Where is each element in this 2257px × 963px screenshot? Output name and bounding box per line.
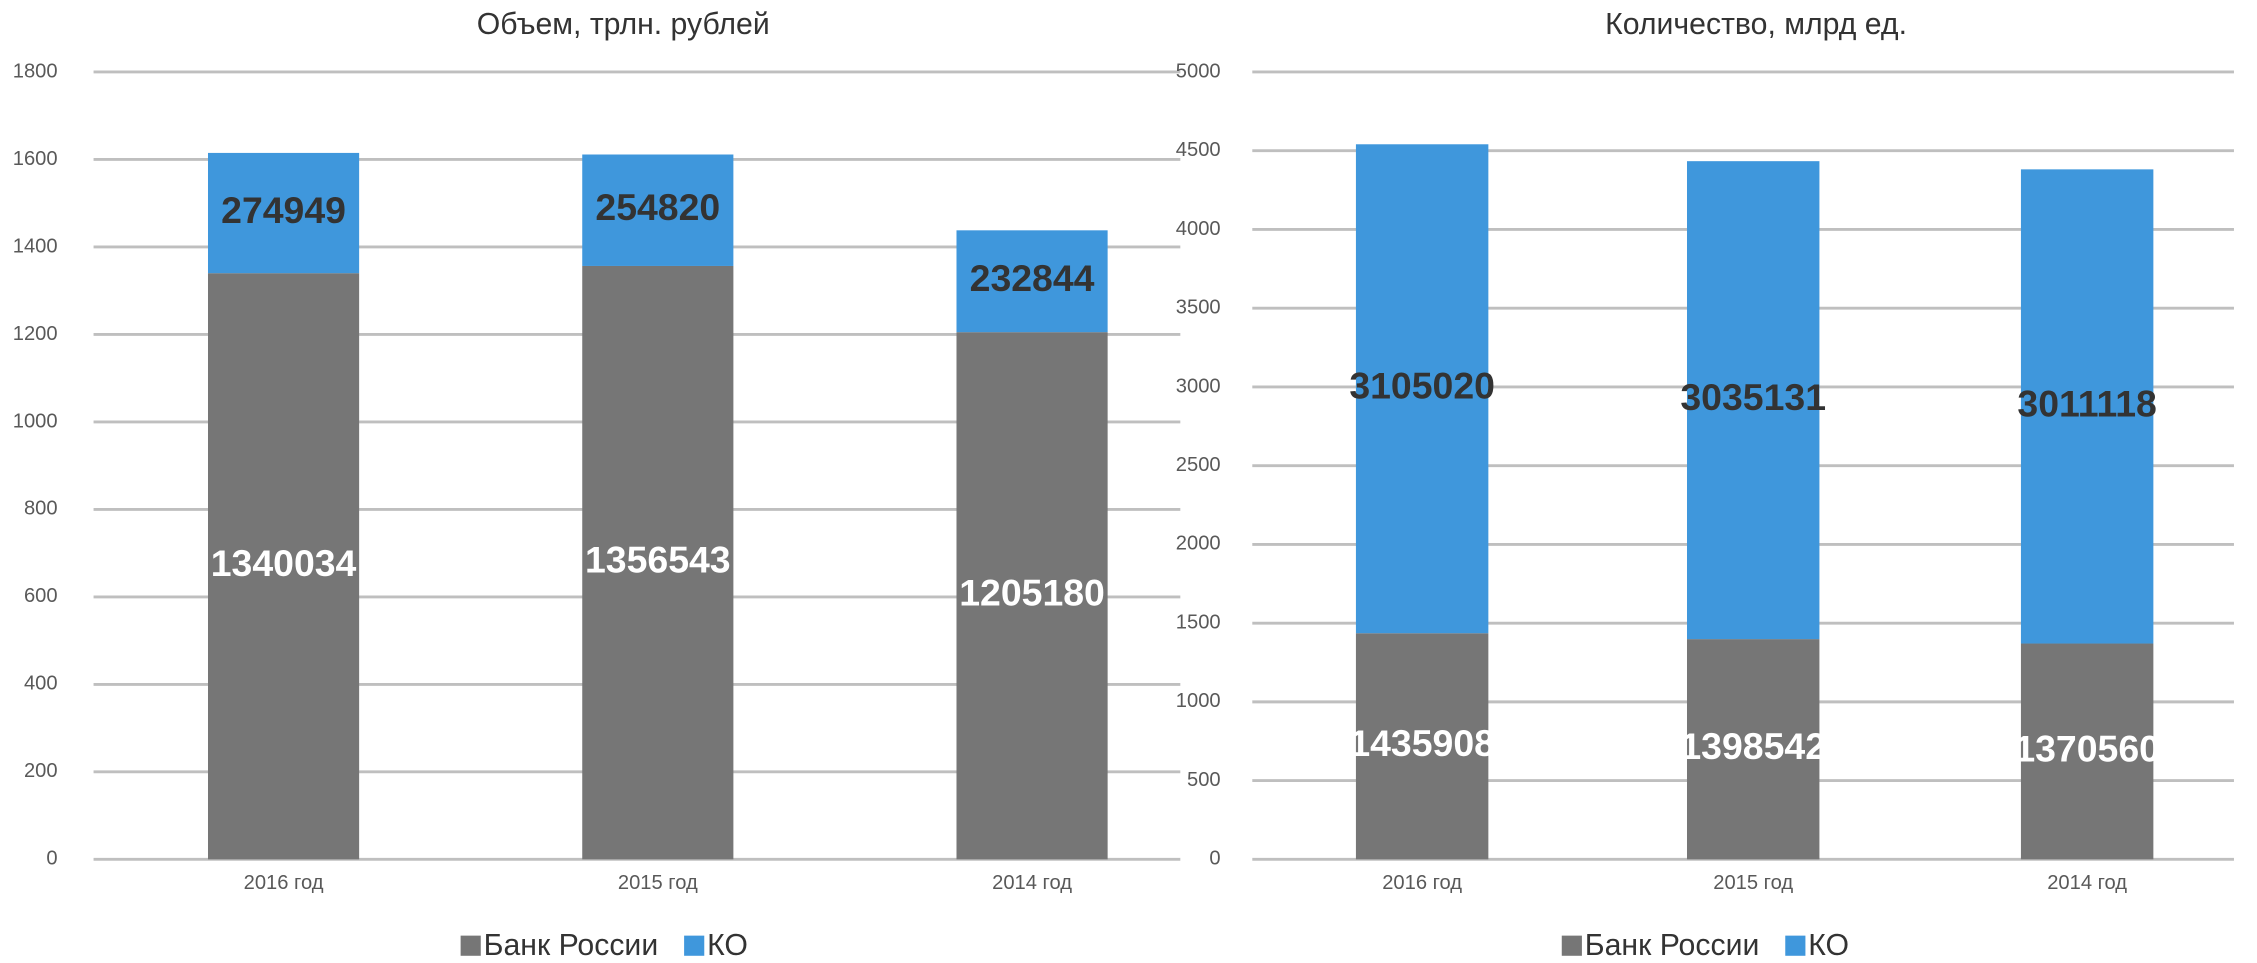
data-label: 1370560 [2014, 727, 2160, 769]
bar-segment [207, 152, 360, 274]
chart-title: Количество, млрд ед. [1605, 8, 1907, 41]
y-tick-label: 800 [24, 498, 58, 520]
data-label: 1205180 [959, 572, 1105, 614]
bar-segment [1355, 633, 1489, 860]
y-tick-label: 0 [1209, 848, 1220, 870]
data-label: 3035131 [1680, 376, 1826, 418]
y-tick-label: 4000 [1176, 218, 1221, 240]
y-tick-label: 2000 [1176, 533, 1221, 555]
bar-segment [1686, 161, 1820, 640]
x-tick-label: 2014 год [2047, 872, 2127, 894]
bar-segment [956, 332, 1108, 860]
x-tick-label: 2016 год [244, 872, 324, 894]
y-tick-label: 600 [24, 585, 58, 607]
y-tick-label: 1000 [1176, 690, 1221, 712]
x-tick-label: 2015 год [618, 872, 698, 894]
y-tick-label: 1500 [1176, 611, 1221, 633]
y-tick-label: 1400 [13, 235, 58, 257]
legend-swatch [1561, 935, 1582, 956]
y-tick-label: 400 [24, 673, 58, 695]
data-label: 232844 [970, 257, 1095, 299]
y-tick-label: 2500 [1176, 454, 1221, 476]
y-tick-label: 500 [1187, 769, 1221, 791]
bar-segment [2020, 169, 2154, 644]
data-label: 254820 [595, 186, 720, 228]
legend-label: КО [1808, 929, 1849, 962]
data-label: 1435908 [1349, 722, 1495, 764]
x-tick-label: 2015 год [1713, 872, 1793, 894]
data-label: 274949 [221, 189, 346, 231]
bar-segment [582, 154, 734, 266]
legend-label: КО [707, 929, 748, 962]
y-tick-label: 1600 [13, 148, 58, 170]
y-tick-label: 1800 [13, 60, 58, 82]
y-tick-label: 3500 [1176, 297, 1221, 319]
data-label: 3011118 [2017, 382, 2156, 424]
bar-segment [956, 230, 1108, 333]
bar-segment [207, 273, 360, 860]
legend-swatch [460, 935, 481, 956]
bar-segment [2020, 643, 2154, 860]
data-label: 1398542 [1680, 725, 1826, 767]
bar-segment [1355, 144, 1489, 634]
y-tick-label: 0 [46, 848, 57, 870]
data-label: 1356543 [585, 539, 731, 581]
legend-label: Банк России [1585, 929, 1760, 962]
chart-title: Объем, трлн. рублей [477, 8, 770, 41]
legend-swatch [684, 935, 705, 956]
y-tick-label: 3000 [1176, 375, 1221, 397]
y-tick-label: 4500 [1176, 139, 1221, 161]
data-label: 1340034 [211, 542, 357, 584]
x-tick-label: 2014 год [992, 872, 1072, 894]
y-tick-label: 1000 [13, 410, 58, 432]
legend-swatch [1785, 935, 1806, 956]
data-label: 3105020 [1349, 365, 1495, 407]
y-tick-label: 5000 [1176, 60, 1221, 82]
y-tick-label: 1200 [13, 323, 58, 345]
x-tick-label: 2016 год [1382, 872, 1462, 894]
bar-segment [1686, 639, 1820, 860]
bar-segment [582, 265, 734, 860]
y-tick-label: 200 [24, 760, 58, 782]
legend-label: Банк России [484, 929, 659, 962]
